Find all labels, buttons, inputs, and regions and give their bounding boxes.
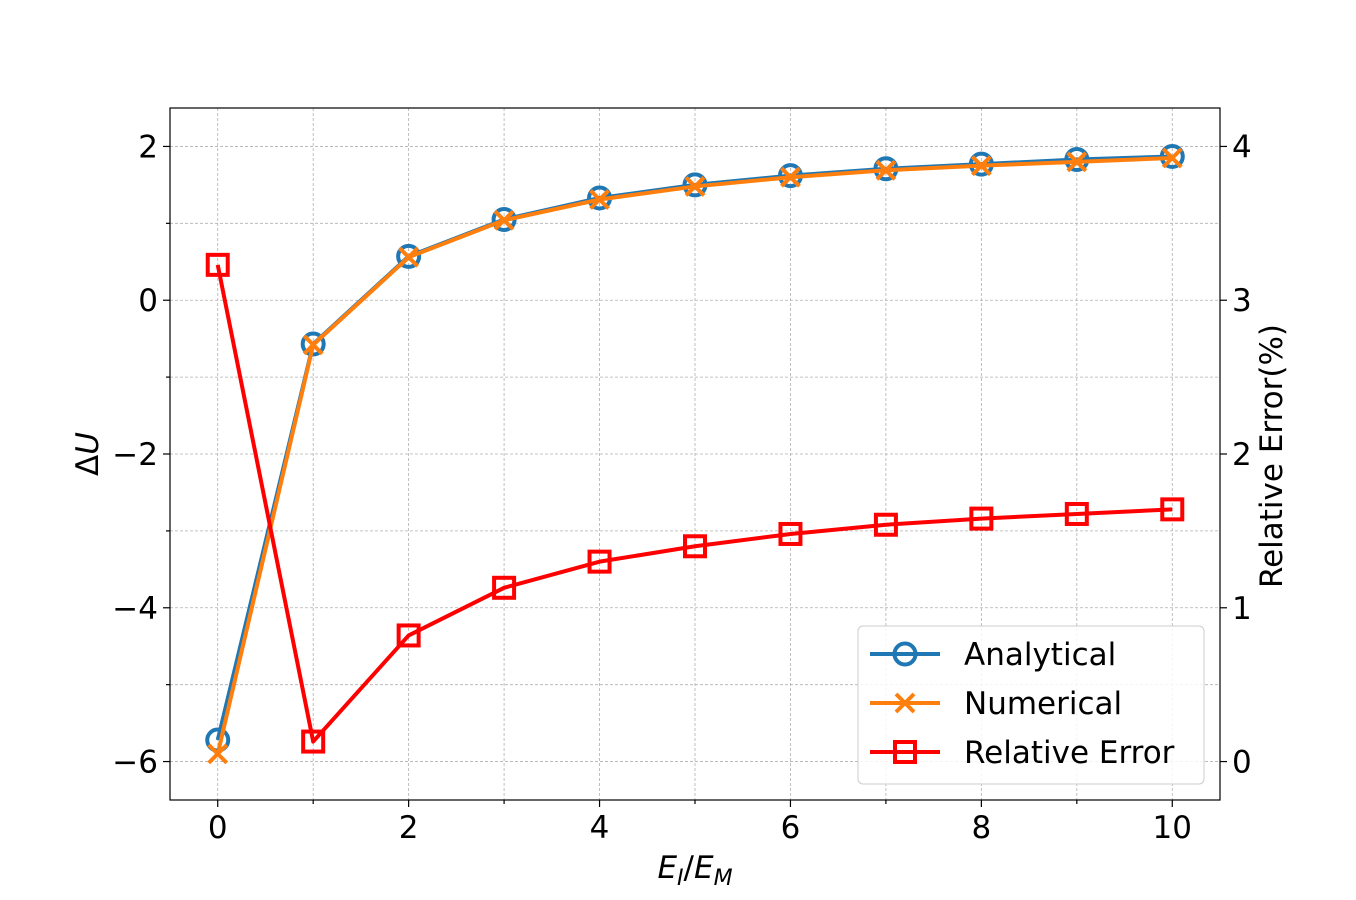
series-relative-error: [205, 252, 1185, 754]
data-point: [1160, 497, 1185, 522]
data-point: [205, 252, 230, 277]
data-point: [301, 729, 326, 754]
y-tick-label: −4: [112, 591, 158, 627]
y-tick-label: 0: [138, 283, 158, 319]
data-point: [683, 534, 707, 559]
data-point: [780, 166, 801, 188]
legend: Analytical Numerical Relative Error: [857, 625, 1205, 785]
x-axis-label: EI/EM: [657, 850, 732, 891]
data-point: [894, 692, 916, 714]
legend-box: [857, 625, 1205, 785]
series-numerical: [207, 147, 1183, 765]
x-tick-label: 6: [781, 810, 801, 846]
data-point: [875, 159, 897, 181]
data-point: [300, 331, 326, 357]
y-tick-label: −2: [112, 437, 158, 473]
series-layer: [205, 143, 1185, 765]
data-point: [492, 575, 517, 600]
y2-tick-label: 0: [1232, 745, 1252, 781]
data-point: [396, 623, 421, 648]
series-line: [215, 264, 1173, 744]
data-point: [1161, 147, 1183, 169]
data-point: [893, 740, 917, 764]
x-tick-label: 10: [1153, 810, 1192, 846]
x-tick-label: 4: [590, 810, 610, 846]
data-point: [589, 189, 610, 210]
x-tick-label: 0: [208, 810, 228, 846]
y2-tick-label: 2: [1232, 437, 1252, 473]
data-point: [778, 521, 803, 546]
y2-tick-label: 4: [1232, 129, 1252, 165]
axes-layer: 0 2 4 6 8 10 −6 −4 −2 0 2 0 1 2 3 4 EI/EM ΔU Relative Erro…: [70, 107, 1290, 891]
data-point: [302, 334, 324, 356]
y-tick-label: 2: [138, 129, 158, 165]
data-point: [969, 506, 994, 531]
x-tick-label: 8: [971, 810, 991, 846]
data-point: [1066, 151, 1088, 173]
data-point: [873, 512, 898, 537]
data-point: [684, 176, 706, 197]
legend-label: Numerical: [964, 686, 1122, 722]
data-point: [587, 549, 612, 574]
legend-item: Relative Error: [870, 735, 1175, 771]
legend-label: Relative Error: [964, 735, 1175, 771]
legend-item: Analytical: [870, 637, 1116, 673]
data-point: [396, 243, 422, 269]
y2-axis-label: Relative Error(%): [1254, 324, 1290, 588]
y-tick-label: −6: [112, 745, 158, 781]
x-tick-label: 2: [399, 810, 419, 846]
legend-label: Analytical: [964, 637, 1116, 673]
y2-tick-label: 1: [1232, 591, 1252, 627]
data-point: [892, 641, 918, 667]
y2-tick-label: 3: [1232, 283, 1252, 319]
data-point: [1064, 501, 1089, 526]
y-axis-label: ΔU: [70, 432, 106, 476]
data-point: [970, 155, 992, 177]
data-point: [398, 246, 420, 268]
data-point: [493, 209, 515, 231]
legend-item: Numerical: [870, 686, 1122, 722]
data-point: [207, 743, 229, 765]
